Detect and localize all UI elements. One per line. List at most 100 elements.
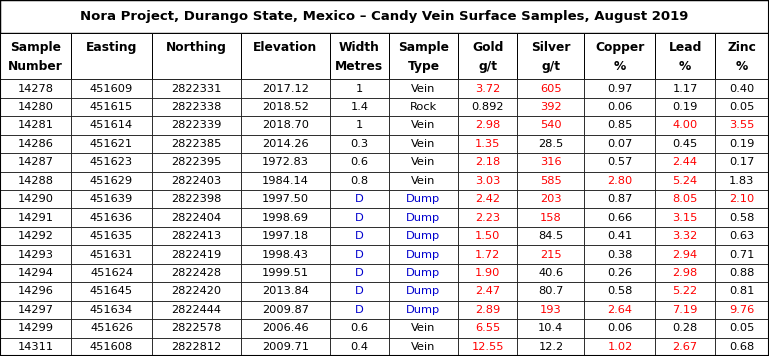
Bar bbox=[0, 98, 71, 116]
Text: 2.98: 2.98 bbox=[672, 268, 697, 278]
Text: 12.55: 12.55 bbox=[471, 342, 504, 352]
Text: 2014.26: 2014.26 bbox=[262, 139, 308, 149]
Bar bbox=[330, 227, 389, 245]
Bar bbox=[655, 135, 714, 153]
Text: 1997.18: 1997.18 bbox=[261, 231, 309, 241]
Text: 451609: 451609 bbox=[90, 84, 133, 94]
Text: 0.892: 0.892 bbox=[471, 102, 504, 112]
Text: 0.71: 0.71 bbox=[729, 250, 754, 260]
Text: D: D bbox=[355, 231, 364, 241]
Bar bbox=[584, 245, 655, 264]
Bar bbox=[518, 33, 584, 79]
Text: 0.97: 0.97 bbox=[608, 84, 633, 94]
Bar bbox=[655, 98, 714, 116]
Bar bbox=[71, 172, 152, 190]
Text: 14292: 14292 bbox=[18, 231, 54, 241]
Bar bbox=[655, 190, 714, 209]
Text: 0.26: 0.26 bbox=[608, 268, 632, 278]
Text: %: % bbox=[736, 60, 748, 73]
Bar bbox=[584, 319, 655, 337]
Bar bbox=[241, 79, 330, 98]
Bar bbox=[330, 190, 389, 209]
Bar bbox=[584, 79, 655, 98]
Bar bbox=[458, 282, 518, 301]
Bar bbox=[152, 227, 241, 245]
Text: Dump: Dump bbox=[406, 213, 441, 223]
Bar bbox=[389, 319, 458, 337]
Text: 3.72: 3.72 bbox=[475, 84, 501, 94]
Text: 0.07: 0.07 bbox=[608, 139, 633, 149]
Bar bbox=[389, 209, 458, 227]
Bar bbox=[71, 33, 152, 79]
Text: 2.98: 2.98 bbox=[475, 120, 501, 131]
Bar bbox=[71, 245, 152, 264]
Bar bbox=[458, 135, 518, 153]
Text: 585: 585 bbox=[540, 176, 561, 186]
Text: D: D bbox=[355, 194, 364, 204]
Text: 451629: 451629 bbox=[90, 176, 133, 186]
Text: Vein: Vein bbox=[411, 323, 436, 333]
Bar bbox=[0, 282, 71, 301]
Text: 203: 203 bbox=[540, 194, 561, 204]
Bar bbox=[0, 227, 71, 245]
Text: 451645: 451645 bbox=[90, 287, 133, 297]
Text: 2822812: 2822812 bbox=[171, 342, 221, 352]
Text: Lead: Lead bbox=[668, 41, 702, 54]
Text: 0.40: 0.40 bbox=[729, 84, 754, 94]
Bar bbox=[518, 282, 584, 301]
Text: 4.00: 4.00 bbox=[672, 120, 697, 131]
Bar bbox=[330, 301, 389, 319]
Text: 0.58: 0.58 bbox=[729, 213, 754, 223]
Text: Gold: Gold bbox=[472, 41, 504, 54]
Bar bbox=[714, 209, 769, 227]
Text: 2.64: 2.64 bbox=[608, 305, 632, 315]
Bar bbox=[330, 319, 389, 337]
Text: Dump: Dump bbox=[406, 194, 441, 204]
Text: 3.55: 3.55 bbox=[729, 120, 754, 131]
Text: 5.24: 5.24 bbox=[673, 176, 697, 186]
Bar bbox=[0, 33, 71, 79]
Text: 2009.71: 2009.71 bbox=[261, 342, 309, 352]
Text: 451615: 451615 bbox=[90, 102, 133, 112]
Text: 2822404: 2822404 bbox=[171, 213, 221, 223]
Text: 451624: 451624 bbox=[90, 268, 133, 278]
Text: 5.22: 5.22 bbox=[673, 287, 697, 297]
Text: Zinc: Zinc bbox=[727, 41, 756, 54]
Text: 451626: 451626 bbox=[90, 323, 133, 333]
Text: 14299: 14299 bbox=[18, 323, 54, 333]
Text: 14278: 14278 bbox=[18, 84, 54, 94]
Bar bbox=[0, 245, 71, 264]
Text: 2.89: 2.89 bbox=[475, 305, 501, 315]
Text: Metres: Metres bbox=[335, 60, 384, 73]
Text: 1998.69: 1998.69 bbox=[261, 213, 309, 223]
Bar bbox=[71, 98, 152, 116]
Text: 0.05: 0.05 bbox=[729, 102, 754, 112]
Text: 2822339: 2822339 bbox=[171, 120, 221, 131]
Bar bbox=[389, 153, 458, 172]
Bar bbox=[71, 227, 152, 245]
Bar bbox=[714, 172, 769, 190]
Bar bbox=[518, 116, 584, 135]
Text: 2822395: 2822395 bbox=[171, 157, 221, 167]
Bar bbox=[241, 264, 330, 282]
Bar bbox=[584, 190, 655, 209]
Bar bbox=[0, 264, 71, 282]
Text: g/t: g/t bbox=[478, 60, 498, 73]
Text: Silver: Silver bbox=[531, 41, 571, 54]
Text: 451635: 451635 bbox=[90, 231, 133, 241]
Bar bbox=[0, 172, 71, 190]
Text: 1.17: 1.17 bbox=[672, 84, 697, 94]
Text: Width: Width bbox=[339, 41, 380, 54]
Text: 0.19: 0.19 bbox=[729, 139, 754, 149]
Bar bbox=[241, 172, 330, 190]
Bar bbox=[389, 98, 458, 116]
Text: 14290: 14290 bbox=[18, 194, 54, 204]
Bar bbox=[714, 227, 769, 245]
Text: 0.05: 0.05 bbox=[729, 323, 754, 333]
Bar bbox=[152, 98, 241, 116]
Text: 0.3: 0.3 bbox=[350, 139, 368, 149]
Text: 1984.14: 1984.14 bbox=[262, 176, 308, 186]
Bar bbox=[330, 172, 389, 190]
Bar bbox=[152, 245, 241, 264]
Text: 0.66: 0.66 bbox=[608, 213, 632, 223]
